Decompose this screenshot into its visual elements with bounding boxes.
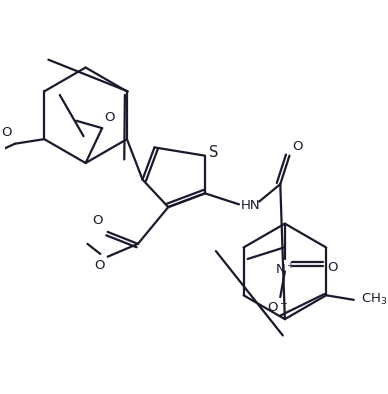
Text: CH$_3$: CH$_3$ [361, 292, 388, 307]
Text: O$^-$: O$^-$ [267, 301, 288, 314]
Text: HN: HN [241, 199, 260, 212]
Text: O: O [292, 140, 303, 153]
Text: O: O [93, 214, 103, 227]
Text: O: O [104, 111, 114, 124]
Text: O: O [327, 261, 338, 274]
Text: O: O [94, 258, 105, 271]
Text: O: O [2, 126, 12, 139]
Text: N$^+$: N$^+$ [275, 262, 296, 277]
Text: S: S [210, 145, 219, 160]
